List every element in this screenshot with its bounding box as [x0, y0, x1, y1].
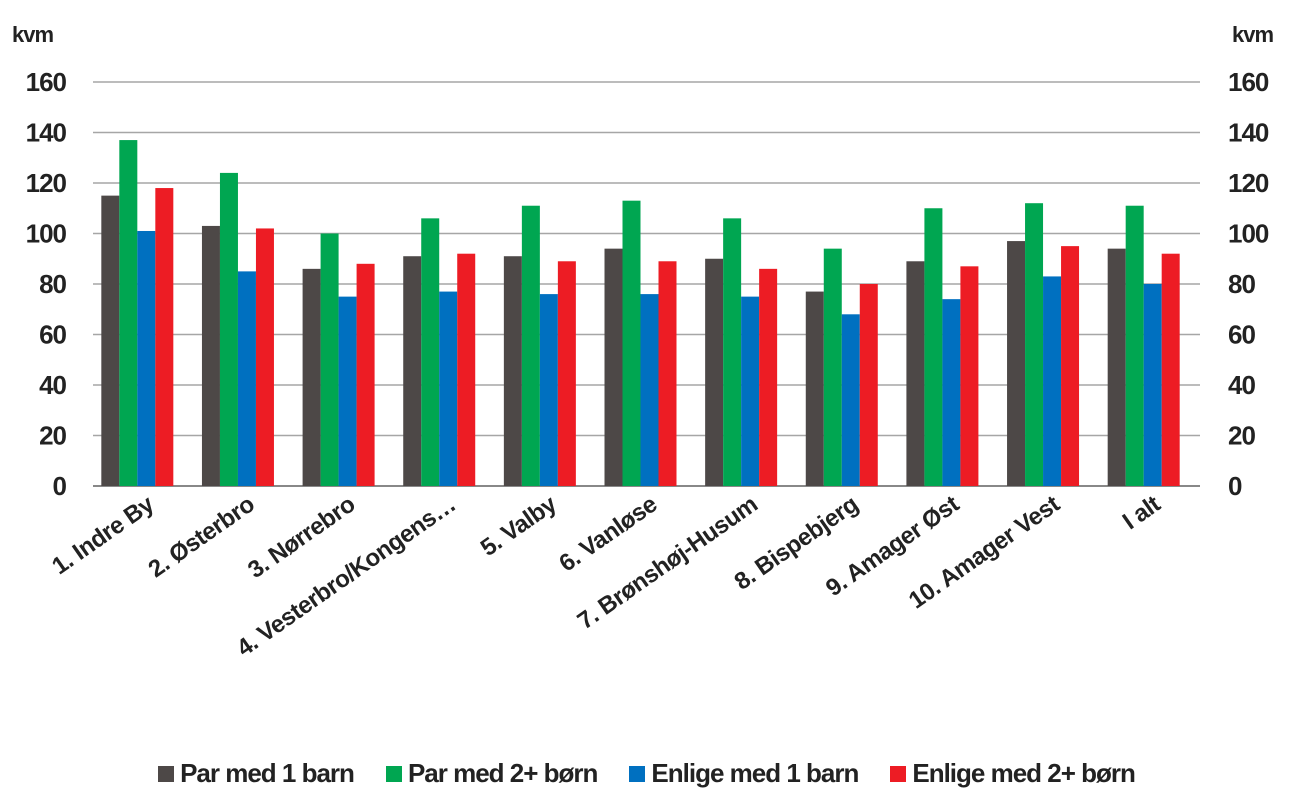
bar [320, 233, 339, 486]
bar [219, 172, 238, 486]
y-tick-label-right: 140 [1228, 118, 1269, 148]
bar [1161, 253, 1180, 486]
bar [403, 256, 422, 486]
bar [137, 230, 156, 486]
x-category-label: 7. Brønshøj-Husum [573, 491, 763, 635]
y-tick-label-right: 120 [1228, 168, 1269, 198]
y-tick-label-left: 80 [39, 269, 66, 299]
bar [741, 296, 760, 486]
bar-chart: 0 20 40 60 80 100 120 140 160 0 20 40 60 80 100 120 140… [12, 22, 1274, 662]
y-tick-label-left: 100 [26, 219, 67, 249]
legend-swatch [158, 765, 175, 782]
bar [119, 140, 138, 486]
x-category-label: 1. Indre By [47, 490, 159, 580]
bar [759, 268, 778, 486]
bar [338, 296, 357, 486]
bar [622, 200, 641, 487]
y-tick-label-left: 120 [26, 168, 67, 198]
y-tick-label-left: 160 [26, 67, 67, 97]
bar [539, 294, 558, 486]
x-category-label: I alt [1118, 491, 1166, 536]
bar [1125, 205, 1144, 486]
y-tick-label-right: 100 [1228, 219, 1269, 249]
bar [1143, 284, 1162, 486]
legend-swatch [629, 765, 646, 782]
legend-item: Enlige med 1 barn [629, 758, 859, 789]
bar [705, 258, 724, 486]
bar [640, 294, 659, 486]
y-tick-label-right: 80 [1228, 269, 1255, 299]
bar [859, 284, 878, 486]
bar [1061, 246, 1080, 486]
y-tick-label-left: 20 [39, 421, 66, 451]
legend-label: Enlige med 2+ børn [912, 758, 1136, 788]
y-tick-label-left: 0 [53, 471, 67, 501]
bar [439, 291, 458, 486]
bar [1107, 248, 1126, 486]
bar [942, 299, 961, 486]
legend-swatch [385, 765, 402, 782]
y-axis-left: 0 20 40 60 80 100 120 140 160 [26, 67, 68, 501]
bar [841, 314, 860, 486]
bar [924, 208, 943, 486]
bar [805, 291, 824, 486]
y-tick-label-left: 140 [26, 118, 67, 148]
bar [1007, 241, 1026, 486]
bar [101, 195, 120, 486]
bar [155, 188, 174, 487]
bar [557, 261, 576, 486]
y-axis-right: 0 20 40 60 80 100 120 140 160 [1228, 67, 1270, 501]
y-tick-label-left: 60 [39, 320, 66, 350]
bar [457, 253, 476, 486]
legend-item: Par med 1 barn [158, 758, 355, 789]
bar [723, 218, 742, 486]
legend: Par med 1 barn Par med 2+ børn Enlige med … [0, 758, 1293, 789]
legend-label: Par med 2+ børn [407, 758, 598, 788]
y-tick-label-right: 20 [1228, 421, 1255, 451]
legend-item: Par med 2+ børn [385, 758, 598, 789]
y-tick-label-right: 60 [1228, 320, 1255, 350]
bar [255, 228, 274, 486]
bars [101, 140, 1180, 487]
y-tick-label-right: 160 [1228, 67, 1269, 97]
bar [1043, 276, 1062, 486]
bar [658, 261, 677, 486]
bar [1025, 203, 1044, 486]
bar [521, 205, 540, 486]
bar [906, 261, 925, 486]
bar [302, 268, 321, 486]
y-axis-unit-left: kvm [12, 22, 53, 47]
bar [237, 271, 256, 486]
bar [201, 225, 220, 487]
bar [356, 263, 375, 486]
y-tick-label-right: 40 [1228, 370, 1255, 400]
bar [960, 266, 979, 486]
bar [604, 248, 623, 486]
y-tick-label-right: 0 [1228, 471, 1242, 501]
bar [503, 256, 522, 486]
x-category-label: 2. Østerbro [144, 491, 260, 583]
legend-label: Par med 1 barn [180, 758, 355, 788]
y-tick-label-left: 40 [39, 370, 66, 400]
legend-label: Enlige med 1 barn [651, 758, 859, 788]
legend-item: Enlige med 2+ børn [890, 758, 1136, 789]
y-axis-unit-right: kvm [1232, 22, 1273, 47]
x-category-label: 5. Valby [476, 490, 562, 562]
bar [421, 218, 440, 486]
bar [823, 248, 842, 486]
legend-swatch [890, 765, 907, 782]
